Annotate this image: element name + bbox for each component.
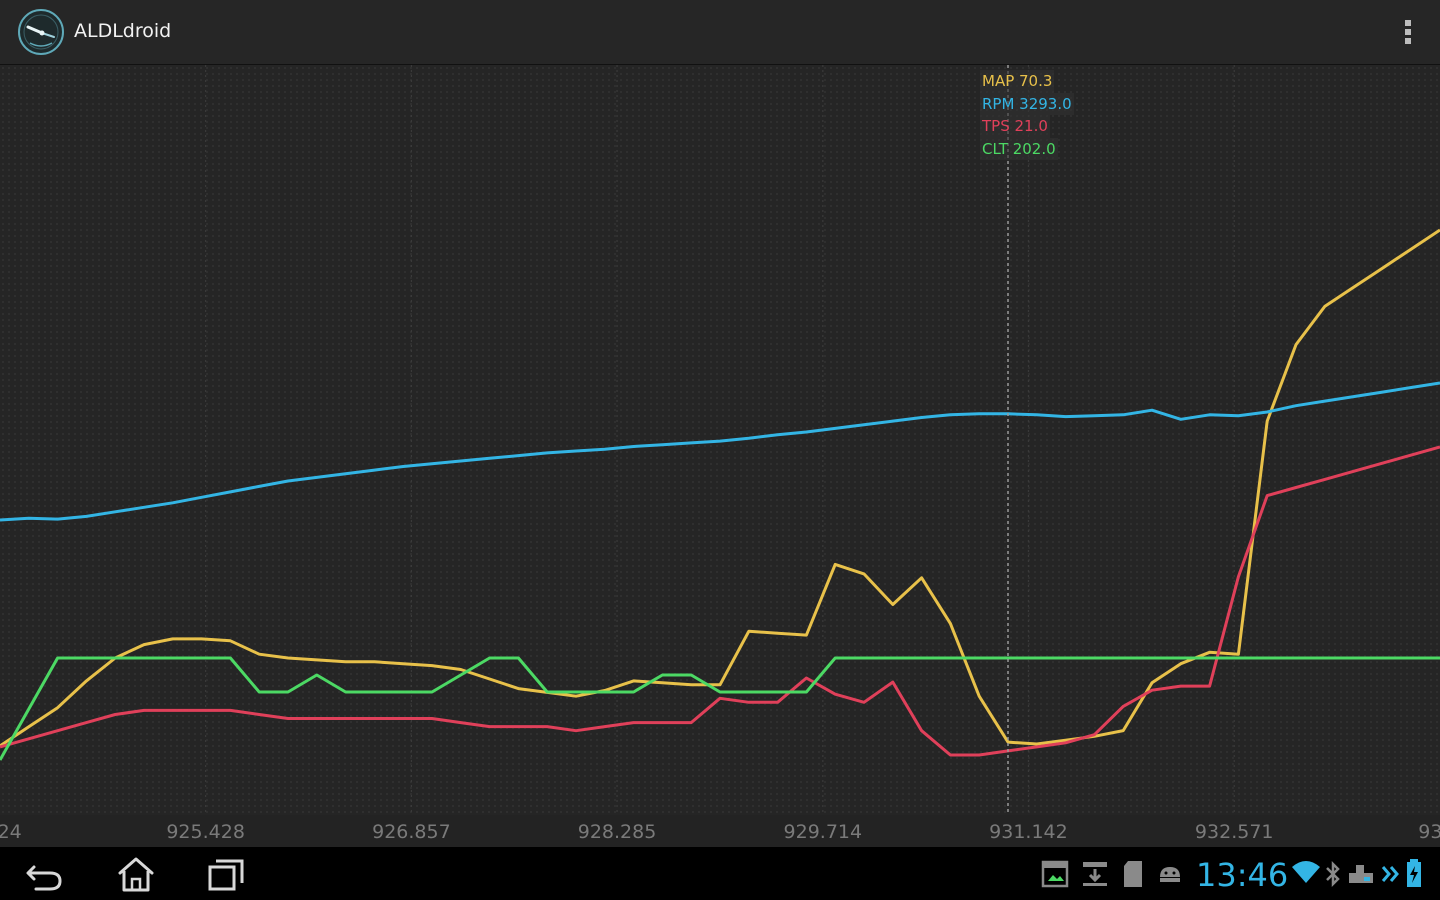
- system-bar: 13:46: [0, 847, 1440, 900]
- x-tick-label: 929.714: [783, 821, 863, 843]
- battery-icon[interactable]: [1404, 857, 1424, 889]
- wifi-icon[interactable]: [1290, 857, 1322, 887]
- readout-clt: CLT 202.0: [980, 137, 1058, 160]
- bluetooth-icon[interactable]: [1324, 859, 1342, 889]
- x-tick-label: 925.428: [166, 821, 245, 843]
- readout-tps: TPS 21.0: [980, 115, 1050, 138]
- android-debug-icon[interactable]: [1155, 859, 1185, 889]
- series-line-clt: [0, 656, 1440, 761]
- series-line-tps: [0, 445, 1440, 757]
- x-tick-label: 928.285: [577, 821, 657, 843]
- gallery-notification-icon[interactable]: [1040, 859, 1070, 889]
- x-tick-label: 926.857: [372, 821, 451, 843]
- readout-map: MAP 70.3: [980, 70, 1055, 93]
- series-line-rpm: [0, 381, 1440, 522]
- value-readout: MAP 70.3 RPM 3293.0 TPS 21.0 CLT 202.0: [980, 70, 1074, 160]
- gauge-icon[interactable]: [16, 7, 66, 57]
- series-group: [0, 228, 1440, 761]
- app-title: ALDLdroid: [74, 20, 172, 42]
- x-tick-label: 924: [0, 821, 22, 843]
- action-bar: ALDLdroid: [0, 0, 1440, 65]
- overflow-menu-icon[interactable]: [1398, 16, 1418, 48]
- x-tick-label: 934: [1418, 821, 1440, 843]
- back-icon[interactable]: [18, 853, 74, 895]
- line-chart[interactable]: [0, 65, 1440, 847]
- x-tick-label: 931.142: [989, 821, 1068, 843]
- grid-lines: [205, 65, 1235, 815]
- sd-card-icon[interactable]: [1120, 859, 1146, 889]
- x-axis-band: [0, 815, 1440, 847]
- more-icon[interactable]: [1380, 859, 1402, 889]
- recent-apps-icon[interactable]: [198, 853, 254, 895]
- x-tick-label: 932.571: [1194, 821, 1274, 843]
- download-notification-icon[interactable]: [1080, 859, 1110, 889]
- status-clock: 13:46: [1196, 856, 1289, 894]
- home-icon[interactable]: [108, 853, 164, 895]
- car-dock-icon[interactable]: [1346, 859, 1376, 889]
- series-line-map: [0, 228, 1440, 748]
- readout-rpm: RPM 3293.0: [980, 92, 1074, 115]
- graph-area[interactable]: 924 925.428 926.857 928.285 929.714 931.142 93…: [0, 65, 1440, 847]
